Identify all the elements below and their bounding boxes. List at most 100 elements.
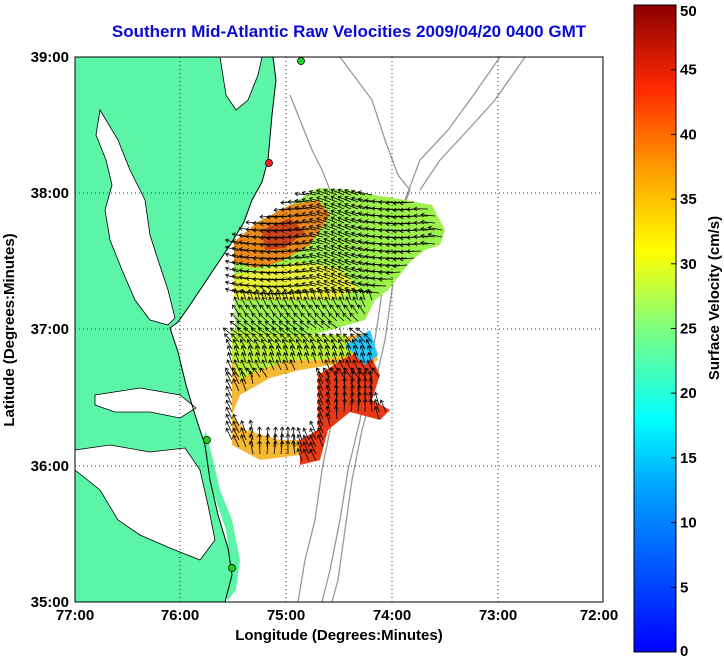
velocity-arrow: [344, 224, 359, 231]
velocity-arrow: [325, 345, 331, 357]
velocity-arrowhead: [224, 287, 230, 292]
velocity-arrowhead: [229, 320, 234, 325]
velocity-arrow: [316, 304, 324, 315]
velocity-arrow: [302, 283, 317, 287]
velocity-arrow: [288, 304, 296, 315]
velocity-arrow: [329, 333, 338, 343]
velocity-arrow: [257, 321, 268, 329]
velocity-arrow: [260, 285, 275, 288]
velocity-arrow: [231, 333, 240, 343]
velocity-arrow: [316, 367, 324, 378]
velocity-arrowhead: [385, 263, 390, 269]
velocity-arrowhead: [358, 338, 363, 344]
velocity-arrowhead: [337, 286, 342, 291]
velocity-arrowhead: [373, 405, 379, 411]
velocity-arrowhead: [333, 370, 339, 375]
velocity-arrowhead: [231, 260, 236, 265]
velocity-arrowhead: [279, 426, 285, 431]
velocity-arrowhead: [259, 214, 264, 220]
velocity-arrow: [273, 427, 277, 441]
velocity-arrow: [241, 420, 247, 434]
velocity-arrowhead: [280, 277, 285, 282]
velocity-arrowhead: [253, 304, 258, 309]
x-tick-label: 77:00: [56, 607, 94, 624]
velocity-arrow: [295, 263, 310, 266]
velocity-arrowhead: [294, 219, 299, 225]
velocity-arrowhead: [337, 230, 342, 235]
velocity-arrow: [251, 313, 261, 322]
velocity-arrowhead: [295, 304, 300, 309]
velocity-arrowhead: [378, 255, 383, 261]
velocity-arrowhead: [287, 262, 292, 268]
velocity-arrowhead: [316, 287, 321, 292]
velocity-arrow: [297, 434, 303, 448]
velocity-arrowhead: [283, 288, 288, 294]
velocity-arrowhead: [287, 248, 292, 254]
velocity-arrowhead: [323, 286, 328, 291]
velocity-arrow: [393, 250, 408, 253]
velocity-arrowhead: [248, 351, 253, 357]
velocity-arrowhead: [318, 288, 323, 294]
velocity-arrowhead: [252, 248, 257, 254]
velocity-arrowhead: [225, 378, 230, 383]
velocity-arrowhead: [330, 258, 335, 263]
velocity-arrowhead: [350, 273, 356, 278]
velocity-arrowhead: [357, 253, 362, 258]
velocity-arrowhead: [315, 333, 320, 338]
velocity-arrowhead: [343, 333, 348, 338]
velocity-arrow: [323, 231, 338, 238]
velocity-arrow: [272, 313, 282, 322]
velocity-arrowhead: [232, 367, 237, 372]
velocity-arrow: [292, 321, 303, 329]
y-tick-label: 39:00: [31, 49, 69, 66]
velocity-arrowhead: [379, 399, 385, 404]
velocity-arrowhead: [246, 338, 251, 344]
velocity-arrowhead: [316, 189, 321, 194]
velocity-arrow: [360, 296, 366, 308]
velocity-arrowhead: [364, 240, 369, 245]
velocity-arrowhead: [349, 312, 354, 318]
velocity-arrowhead: [238, 261, 243, 266]
velocity-arrowhead: [238, 233, 243, 238]
velocity-arrowhead: [236, 327, 242, 332]
velocity-arrowhead: [273, 277, 278, 283]
velocity-arrow: [254, 359, 261, 371]
velocity-arrowhead: [311, 288, 316, 294]
velocity-arrowhead: [339, 288, 344, 294]
velocity-arrowhead: [316, 224, 321, 229]
velocity-arrow: [326, 392, 331, 406]
velocity-arrowhead: [333, 384, 339, 389]
velocity-arrowhead: [280, 249, 285, 254]
velocity-arrowhead: [290, 288, 295, 294]
velocity-arrowhead: [324, 345, 330, 350]
velocity-arrowhead: [392, 263, 397, 269]
velocity-arrowhead: [253, 367, 258, 372]
velocity-arrowhead: [314, 312, 319, 318]
velocity-arrow: [260, 243, 275, 246]
velocity-arrowhead: [259, 291, 264, 297]
velocity-arrowhead: [280, 242, 285, 247]
velocity-arrowhead: [306, 320, 311, 325]
velocity-arrowhead: [337, 202, 342, 207]
velocity-arrow: [297, 296, 303, 308]
velocity-arrowhead: [289, 359, 294, 364]
velocity-arrow: [295, 277, 310, 280]
velocity-arrow: [344, 217, 359, 224]
velocity-arrow: [315, 333, 324, 343]
velocity-arrowhead: [352, 359, 357, 364]
velocity-arrowhead: [261, 359, 266, 364]
velocity-arrowhead: [233, 345, 239, 350]
velocity-arrow: [369, 385, 373, 399]
velocity-arrow: [295, 235, 310, 238]
velocity-arrow: [277, 289, 282, 301]
velocity-arrow: [367, 345, 373, 357]
velocity-arrow: [260, 215, 275, 218]
velocity-arrowhead: [331, 296, 336, 301]
velocity-arrow: [330, 280, 345, 287]
velocity-arrowhead: [406, 242, 411, 247]
velocity-arrow: [380, 399, 387, 413]
velocity-arrowhead: [378, 199, 383, 205]
velocity-arrow: [287, 333, 296, 343]
velocity-arrow: [302, 220, 317, 224]
velocity-arrow: [335, 406, 338, 420]
